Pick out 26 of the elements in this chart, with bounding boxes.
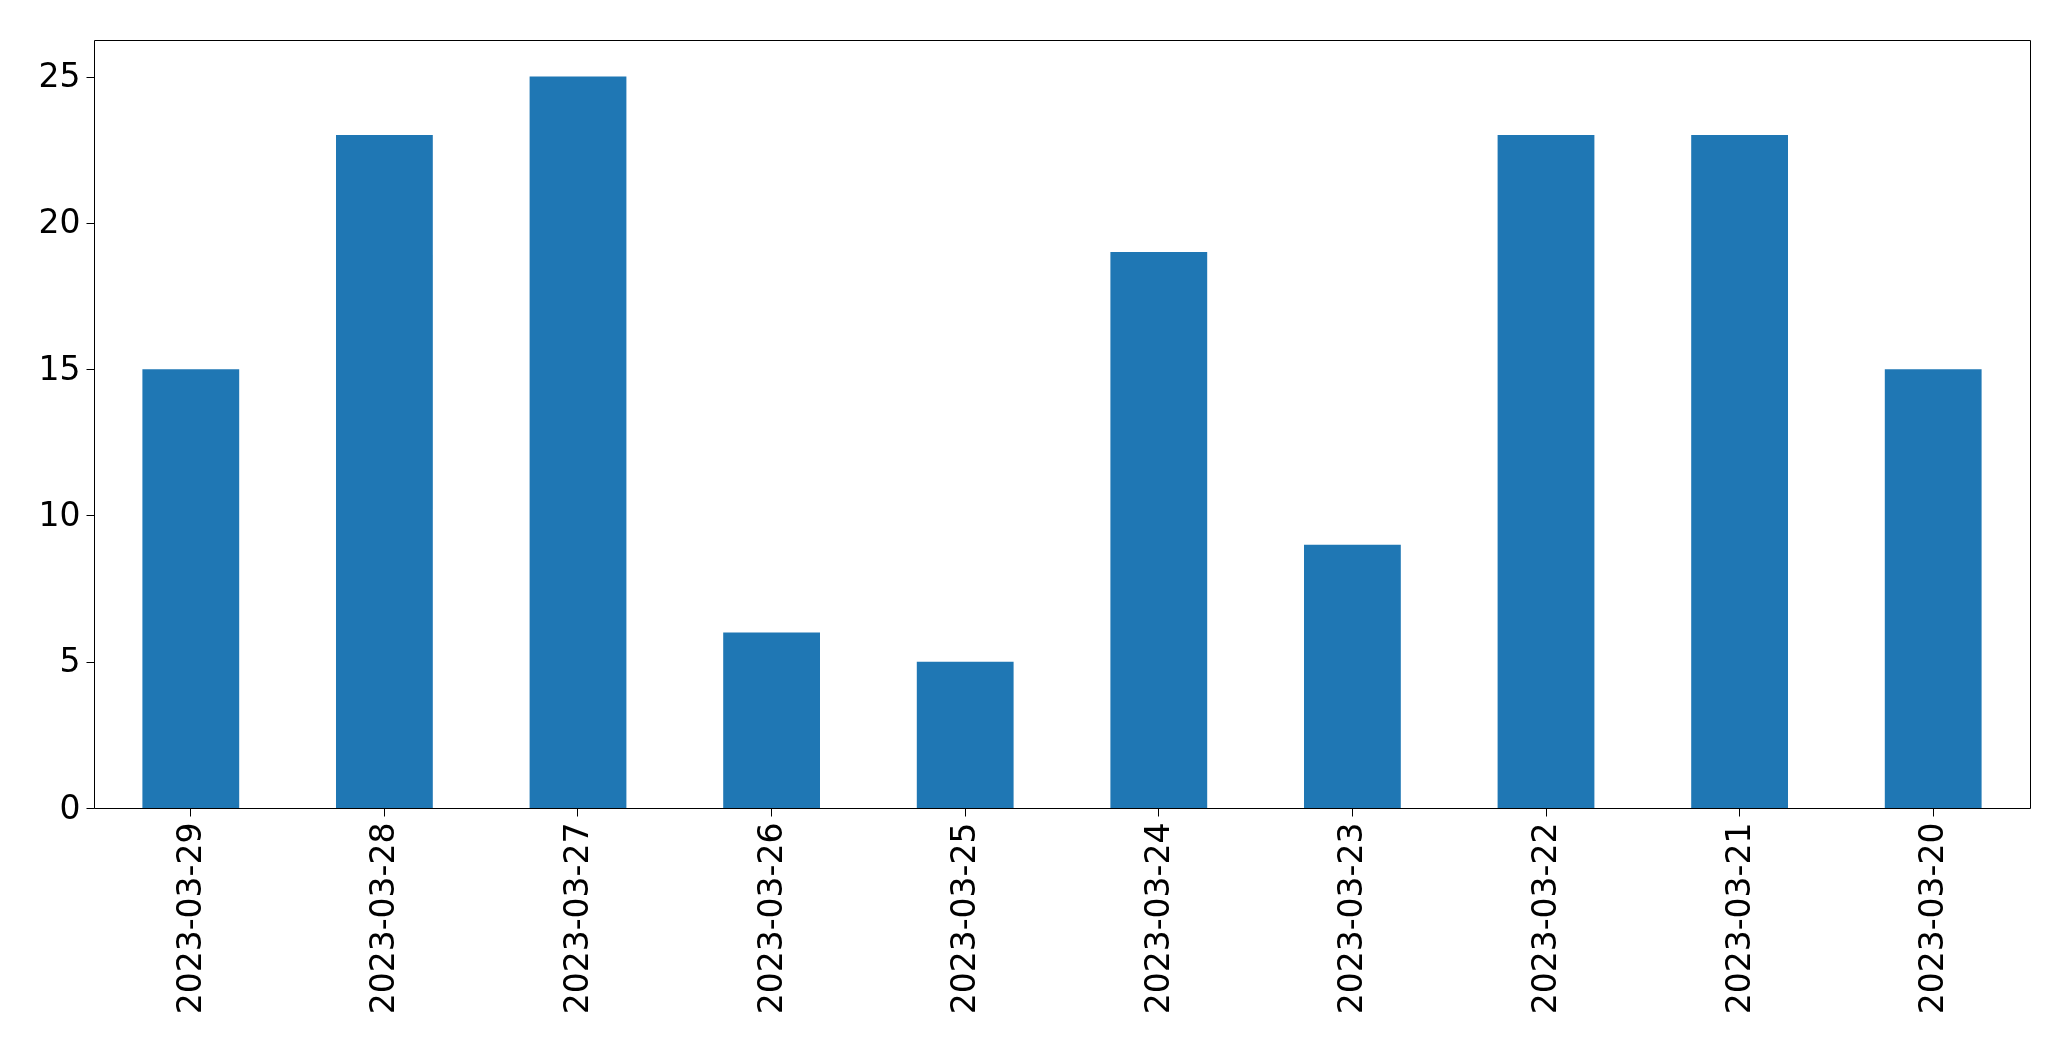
y-tick-label: 20 — [38, 202, 81, 242]
x-tick-label: 2023-03-25 — [944, 822, 984, 1015]
bar — [336, 135, 433, 808]
bar — [1691, 135, 1788, 808]
y-tick-label: 5 — [59, 641, 81, 681]
x-tick-label: 2023-03-29 — [169, 822, 209, 1015]
bar — [916, 661, 1014, 808]
x-tick-label: 2023-03-20 — [1912, 822, 1952, 1015]
x-tick-label: 2023-03-24 — [1137, 822, 1177, 1015]
bar — [529, 76, 627, 808]
bar — [1497, 135, 1595, 808]
x-tick-label: 2023-03-28 — [363, 822, 403, 1015]
x-tick-label: 2023-03-27 — [557, 822, 596, 1015]
y-tick-label: 0 — [59, 787, 81, 827]
y-tick-label: 10 — [38, 494, 81, 534]
x-tick-label: 2023-03-22 — [1525, 822, 1564, 1015]
x-tick-label: 2023-03-23 — [1331, 822, 1371, 1015]
y-tick-label: 25 — [38, 56, 81, 96]
x-tick-label: 2023-03-21 — [1718, 822, 1758, 1015]
bar — [1304, 544, 1401, 808]
bar — [1110, 252, 1208, 808]
bar — [1884, 369, 1982, 808]
bar — [723, 632, 820, 808]
x-tick-label: 2023-03-26 — [750, 822, 790, 1015]
bar — [142, 369, 240, 808]
y-tick-label: 15 — [38, 348, 81, 388]
